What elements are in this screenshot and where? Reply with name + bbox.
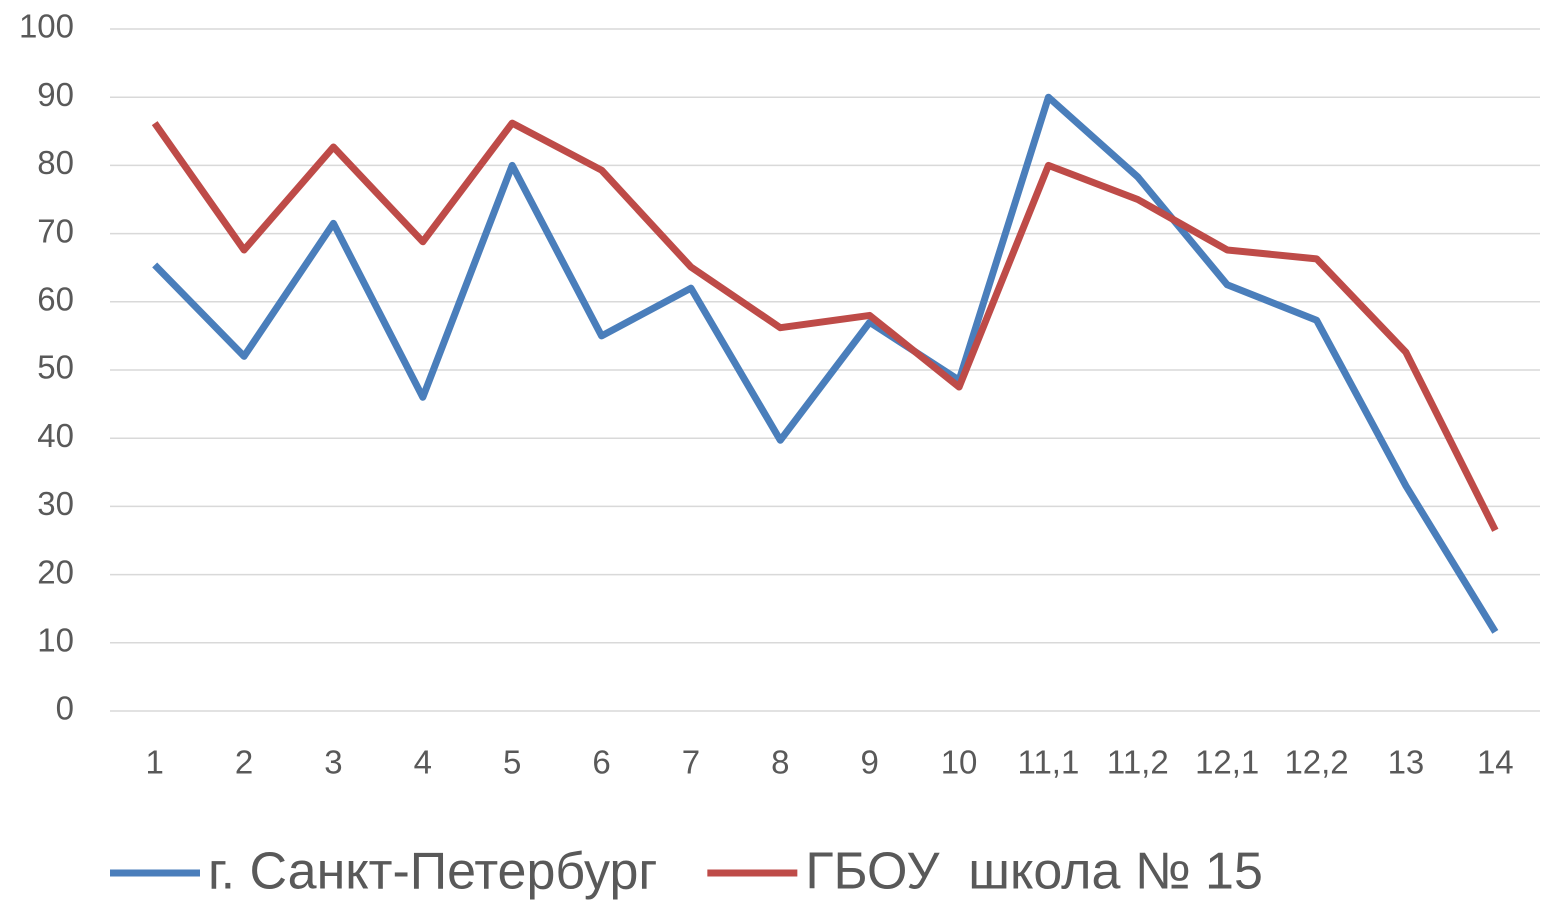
x-tick-label: 4 xyxy=(414,744,432,781)
x-tick-label: 6 xyxy=(592,744,610,781)
y-tick-label: 10 xyxy=(37,622,74,659)
x-tick-label: 9 xyxy=(861,744,879,781)
x-tick-label: 3 xyxy=(324,744,342,781)
x-tick-label: 11,1 xyxy=(1018,744,1080,781)
x-tick-label: 13 xyxy=(1388,744,1425,781)
x-tick-label: 12,2 xyxy=(1284,744,1348,781)
y-tick-label: 50 xyxy=(37,349,74,386)
legend-label: г. Санкт-Петербург xyxy=(208,843,657,901)
y-tick-label: 60 xyxy=(37,281,74,318)
y-tick-label: 70 xyxy=(37,212,74,249)
x-tick-label: 2 xyxy=(235,744,253,781)
y-tick-label: 80 xyxy=(37,144,74,181)
y-tick-label: 30 xyxy=(37,485,74,522)
y-tick-label: 0 xyxy=(56,690,74,727)
series-line xyxy=(152,93,1499,634)
x-tick-label: 5 xyxy=(503,744,521,781)
x-tick-label: 14 xyxy=(1477,744,1514,781)
x-tick-label: 7 xyxy=(682,744,700,781)
x-tick-label: 1 xyxy=(146,744,164,781)
legend-label: ГБОУ школа № 15 xyxy=(805,843,1263,901)
x-tick-label: 10 xyxy=(941,744,978,781)
y-tick-label: 100 xyxy=(19,8,74,45)
y-tick-label: 90 xyxy=(37,76,74,113)
x-tick-label: 8 xyxy=(771,744,789,781)
x-tick-label: 11,2 xyxy=(1107,744,1169,781)
y-tick-label: 20 xyxy=(37,553,74,590)
x-tick-label: 12,1 xyxy=(1195,744,1259,781)
series-line xyxy=(151,119,1499,532)
y-tick-label: 40 xyxy=(37,417,74,454)
